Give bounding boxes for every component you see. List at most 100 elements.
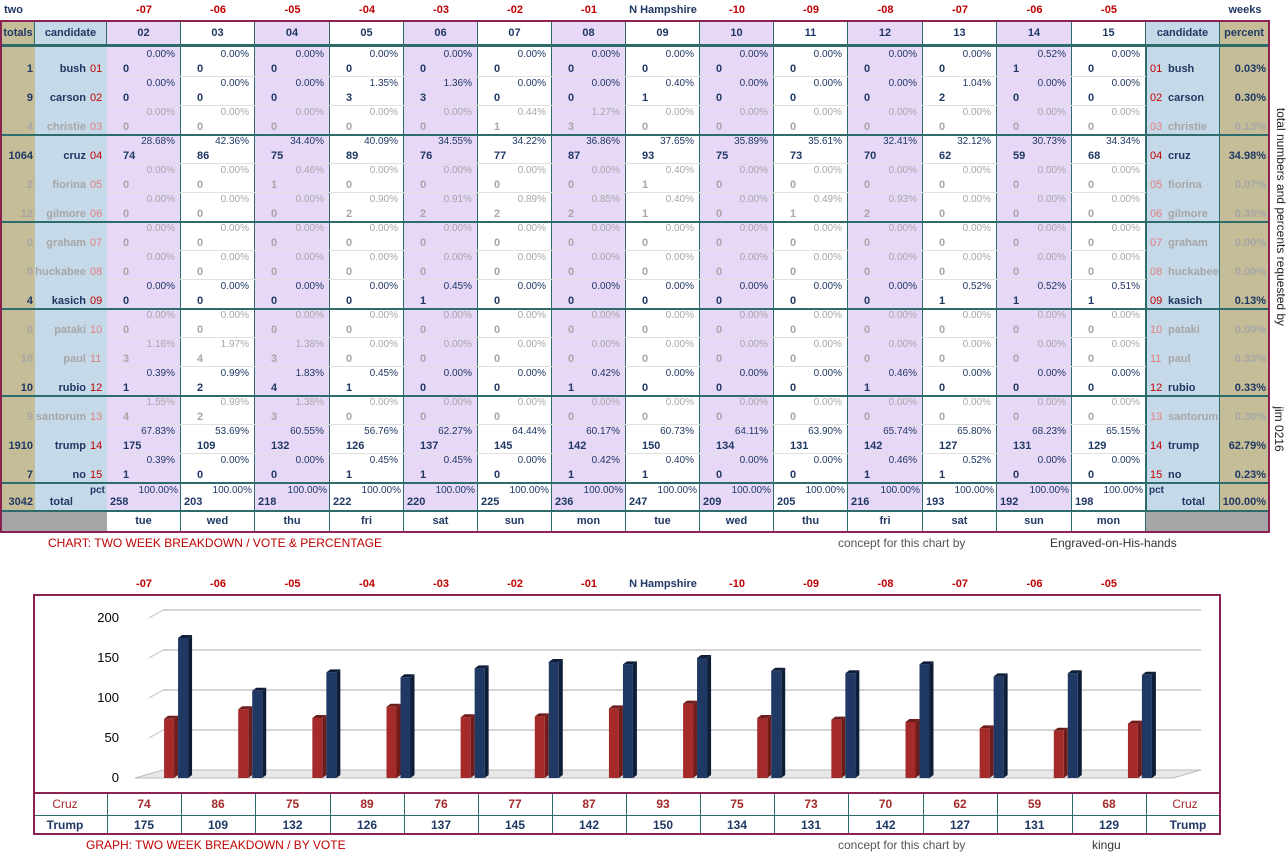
row-candidate-num-right: 09 xyxy=(1150,295,1163,307)
row-total: 1 xyxy=(26,63,33,75)
grand-percent: 100.00% xyxy=(1222,496,1266,508)
cell-votes: 0 xyxy=(1013,121,1020,133)
y-tick-label: 150 xyxy=(97,650,119,665)
cell-votes: 1 xyxy=(939,295,946,307)
total-percent: 100.00% xyxy=(287,485,327,496)
total-percent: 100.00% xyxy=(954,485,994,496)
row-candidate-num-right: 15 xyxy=(1150,469,1163,481)
cell-percent: 0.40% xyxy=(665,455,694,466)
cell-percent: 68.23% xyxy=(1032,426,1066,437)
day-header: 14 xyxy=(997,22,1072,44)
weekday-cell: fri xyxy=(330,512,404,531)
row-candidate-num: 02 xyxy=(90,92,103,104)
group-line xyxy=(2,308,1268,310)
day-column xyxy=(330,47,404,485)
cell-votes: 0 xyxy=(716,92,723,104)
row-percent: 0.07% xyxy=(1234,179,1266,191)
bar-top-cruz xyxy=(386,703,401,707)
cell-percent: 0.00% xyxy=(1111,310,1140,321)
cell-percent: 1.97% xyxy=(220,339,249,350)
cell-percent: 0.00% xyxy=(888,49,917,60)
cell-percent: 0.00% xyxy=(1037,107,1066,118)
row-total: 1910 xyxy=(8,440,33,452)
weekday-cell: thu xyxy=(255,512,330,531)
bar-side-cruz xyxy=(1063,727,1068,778)
cruz-value: 74 xyxy=(137,797,151,811)
cell-votes: 1 xyxy=(790,208,797,220)
cell-votes: 0 xyxy=(494,411,501,423)
cell-percent: 0.52% xyxy=(1037,49,1066,60)
cell-percent: 67.83% xyxy=(141,426,175,437)
total-percent: 100.00% xyxy=(212,485,252,496)
header-left: two xyxy=(4,4,23,16)
cell-percent: 0.00% xyxy=(1111,339,1140,350)
cell-votes: 0 xyxy=(939,121,946,133)
cell-votes: 0 xyxy=(197,324,204,336)
cell-percent: 62.27% xyxy=(438,426,472,437)
row-candidate-num: 07 xyxy=(90,237,103,249)
value-col-sep xyxy=(107,794,108,833)
graph-day-offset: -06 xyxy=(1026,578,1043,590)
bar-top-trump xyxy=(1141,671,1156,675)
cell-votes: 86 xyxy=(197,150,210,162)
cell-votes: 0 xyxy=(123,63,130,75)
bar-trump xyxy=(400,677,411,778)
cell-votes: 0 xyxy=(197,295,204,307)
bar-top-cruz xyxy=(238,706,253,710)
totals-day-bg xyxy=(997,484,1072,510)
row-candidate-name-right: christie xyxy=(1168,121,1208,133)
value-col-sep xyxy=(1146,794,1147,833)
cell-percent: 0.00% xyxy=(665,368,694,379)
header-day-offset: -05 xyxy=(1101,4,1117,16)
bar-top-trump xyxy=(326,669,341,673)
bar-cruz xyxy=(460,717,471,778)
cell-votes: 1 xyxy=(123,469,130,481)
bar-top-trump xyxy=(919,661,934,665)
cruz-value: 68 xyxy=(1102,797,1116,811)
cell-percent: 0.00% xyxy=(1111,397,1140,408)
cell-votes: 1 xyxy=(1088,295,1095,307)
cell-percent: 0.00% xyxy=(665,281,694,292)
cell-percent: 0.00% xyxy=(665,49,694,60)
header-day-offset: -05 xyxy=(284,4,301,16)
bar-cruz xyxy=(608,708,619,778)
bar-top-trump xyxy=(400,674,415,678)
cell-percent: 0.00% xyxy=(1111,368,1140,379)
cell-votes: 0 xyxy=(123,295,130,307)
cell-percent: 0.00% xyxy=(962,310,991,321)
cell-votes: 0 xyxy=(939,411,946,423)
total-votes: 218 xyxy=(258,496,277,508)
bar-trump xyxy=(1141,674,1152,778)
header-day-offset: N Hampshire xyxy=(629,4,697,16)
cell-votes: 0 xyxy=(568,237,575,249)
bar-side-cruz xyxy=(767,715,772,778)
value-col-sep xyxy=(848,794,849,833)
cell-percent: 42.36% xyxy=(215,136,249,147)
cell-percent: 0.00% xyxy=(1111,252,1140,263)
cell-votes: 0 xyxy=(568,63,575,75)
cell-percent: 65.80% xyxy=(957,426,991,437)
cell-percent: 0.00% xyxy=(443,223,472,234)
row-candidate-name-right: gilmore xyxy=(1168,208,1208,220)
cell-votes: 0 xyxy=(494,324,501,336)
header-day-offset: -04 xyxy=(359,4,375,16)
cell-percent: 0.00% xyxy=(443,252,472,263)
cell-votes: 73 xyxy=(790,150,803,162)
cell-votes: 0 xyxy=(716,324,723,336)
day-header: 10 xyxy=(700,22,774,44)
cell-votes: 2 xyxy=(197,411,204,423)
row-candidate-name-right: trump xyxy=(1168,440,1200,452)
totals-day-bg xyxy=(255,484,330,510)
row-line xyxy=(107,337,1146,338)
cell-percent: 0.00% xyxy=(1111,455,1140,466)
cell-percent: 0.00% xyxy=(888,397,917,408)
row-candidate-name: graham xyxy=(46,237,86,249)
cell-votes: 0 xyxy=(642,121,649,133)
cell-votes: 0 xyxy=(271,324,278,336)
cell-percent: 0.52% xyxy=(962,281,991,292)
cell-votes: 0 xyxy=(568,179,575,191)
table-frame xyxy=(0,20,1270,533)
cell-votes: 0 xyxy=(790,121,797,133)
row-candidate-name: bush xyxy=(59,63,86,75)
value-col-sep xyxy=(181,794,182,833)
